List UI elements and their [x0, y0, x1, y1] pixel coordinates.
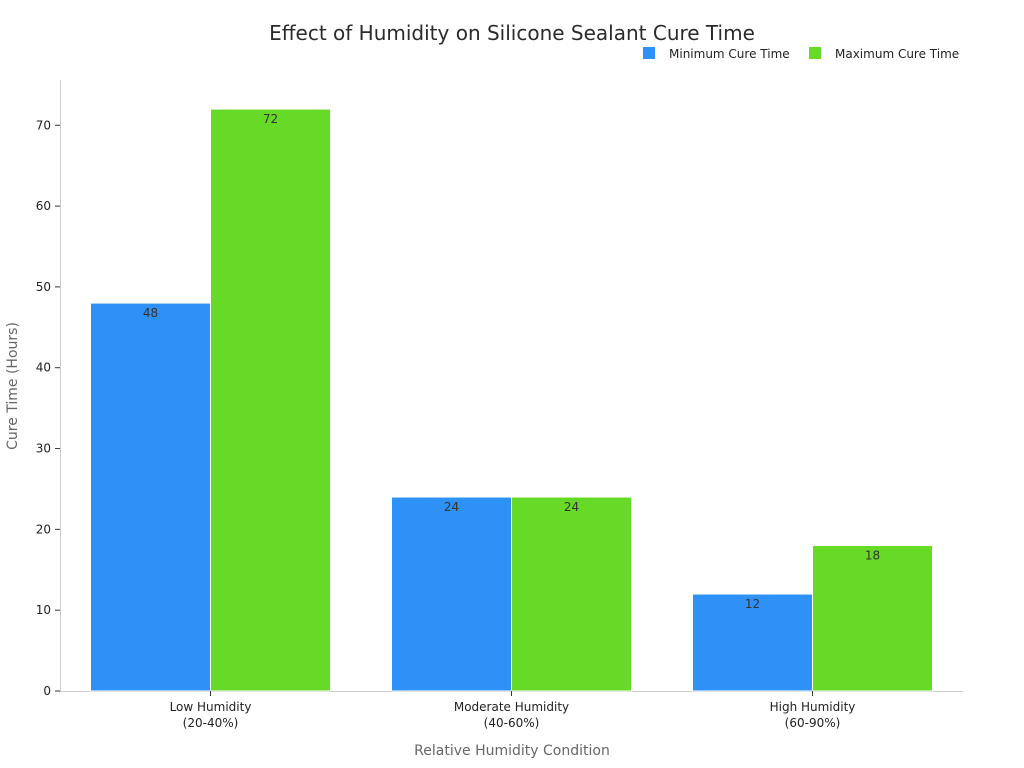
y-tick-label: 30 [36, 442, 51, 456]
x-axis-ticks: Low Humidity (20-40%) Moderate Humidity (40… [170, 691, 856, 730]
legend-swatch-minimum-cure-time [643, 47, 655, 59]
bar-value-label: 48 [143, 306, 158, 320]
y-axis-ticks: 0 10 20 30 40 50 60 70 [36, 118, 60, 698]
legend-swatch-maximum-cure-time [809, 47, 821, 59]
legend-label-maximum-cure-time: Maximum Cure Time [835, 47, 959, 61]
y-tick-label: 60 [36, 199, 51, 213]
bars [90, 108, 933, 692]
y-tick-label: 20 [36, 522, 51, 536]
x-axis-title: Relative Humidity Condition [414, 743, 610, 759]
y-tick-label: 70 [36, 118, 51, 132]
x-tick-label: High Humidity (60-90%) [770, 700, 856, 730]
bar-minimum-cure-time-moderate-humidity [391, 496, 512, 692]
bar-maximum-cure-time-low-humidity [210, 108, 331, 692]
legend: Minimum Cure Time Maximum Cure Time [643, 47, 959, 61]
bar-maximum-cure-time-moderate-humidity [511, 496, 632, 692]
x-tick-label: Low Humidity (20-40%) [170, 700, 252, 730]
bar-value-label: 12 [745, 597, 760, 611]
bar-value-label: 24 [444, 500, 459, 514]
data-labels: 48 72 24 24 12 18 [143, 112, 880, 611]
y-tick-label: 0 [43, 684, 51, 698]
x-tick-label: Moderate Humidity (40-60%) [454, 700, 569, 730]
bar-maximum-cure-time-high-humidity [812, 545, 933, 692]
chart-title: Effect of Humidity on Silicone Sealant C… [269, 21, 755, 45]
bar-value-label: 72 [263, 112, 278, 126]
bar-value-label: 18 [865, 549, 880, 563]
bar-value-label: 24 [564, 500, 579, 514]
y-tick-label: 40 [36, 361, 51, 375]
y-tick-label: 50 [36, 280, 51, 294]
y-axis-title: Cure Time (Hours) [5, 322, 21, 450]
legend-label-minimum-cure-time: Minimum Cure Time [669, 47, 790, 61]
y-tick-label: 10 [36, 603, 51, 617]
bar-minimum-cure-time-low-humidity [90, 302, 211, 692]
